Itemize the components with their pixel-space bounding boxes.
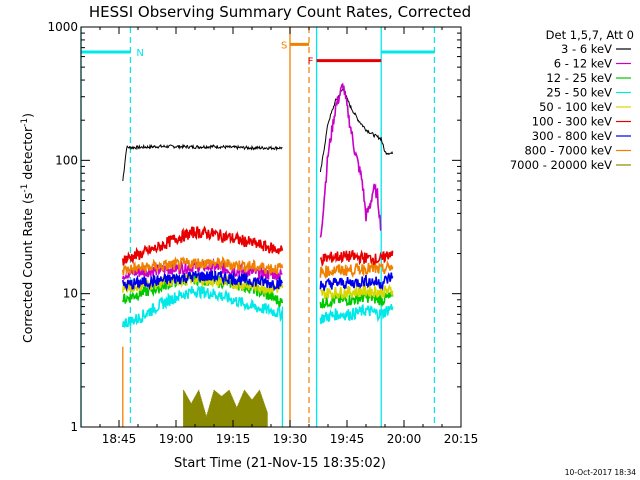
series-line [122, 255, 284, 276]
series-100-300-kev [122, 225, 394, 268]
series-line [319, 303, 394, 325]
series-6-12-kev [122, 82, 382, 282]
annotation-label: S [281, 40, 287, 51]
y-axis-label: Corrected Count Rate (s-1 detector-1) [20, 113, 35, 343]
x-tick-label: 19:30 [273, 432, 308, 446]
series-line [122, 225, 284, 266]
series-layer [122, 82, 394, 427]
x-tick-label: 19:00 [159, 432, 194, 446]
x-axis-label: Start Time (21-Nov-15 18:35:02) [174, 456, 386, 471]
series-line [319, 272, 394, 291]
x-tick-label: 20:15 [444, 432, 479, 446]
series-line [319, 82, 382, 238]
legend-entry-label: 300 - 800 keV [532, 129, 612, 143]
series-300-800-kev [122, 270, 394, 292]
y-tick-label: 10 [63, 287, 78, 301]
series-7000-20000-kev [183, 389, 268, 427]
series-line [122, 270, 284, 292]
series-line [319, 249, 394, 268]
series-3-6-kev [122, 86, 394, 182]
legend-entry-label: 6 - 12 keV [554, 57, 612, 71]
series-line [319, 86, 394, 173]
legend-header: Det 1,5,7, Att 0 [546, 28, 634, 42]
footer-date: 10-Oct-2017 18:34 [565, 468, 636, 477]
axis-layer: 18:45 19:00 19:15 19:30 19:45 20:00 20:15 1 10 10… [47, 20, 478, 446]
legend-entry-label: 25 - 50 keV [546, 86, 612, 100]
legend-entry-label: 50 - 100 keV [539, 100, 612, 114]
legend-entry-label: 7000 - 20000 keV [510, 158, 612, 172]
y-tick-label: 1 [70, 420, 78, 434]
chart-title: HESSI Observing Summary Count Rates, Cor… [89, 3, 471, 21]
y-tick-label: 100 [55, 153, 78, 167]
series-800-7000-kev [122, 255, 394, 280]
series-line [122, 143, 283, 182]
y-tick-label: 1000 [47, 20, 78, 34]
annotation-label: F [308, 57, 314, 68]
x-tick-label: 19:45 [330, 432, 365, 446]
x-tick-label: 18:45 [102, 432, 137, 446]
legend-entry-label: 12 - 25 keV [546, 71, 612, 85]
annotation-layer: N S F [80, 27, 435, 427]
annotation-label: N [136, 48, 143, 59]
series-line [319, 259, 394, 280]
legend-entry-label: 800 - 7000 keV [524, 144, 612, 158]
legend-entry-label: 100 - 300 keV [532, 115, 612, 129]
plot-frame [80, 26, 462, 428]
x-tick-label: 20:00 [387, 432, 422, 446]
x-tick-label: 19:15 [216, 432, 251, 446]
legend-entry-label: 3 - 6 keV [561, 42, 612, 56]
